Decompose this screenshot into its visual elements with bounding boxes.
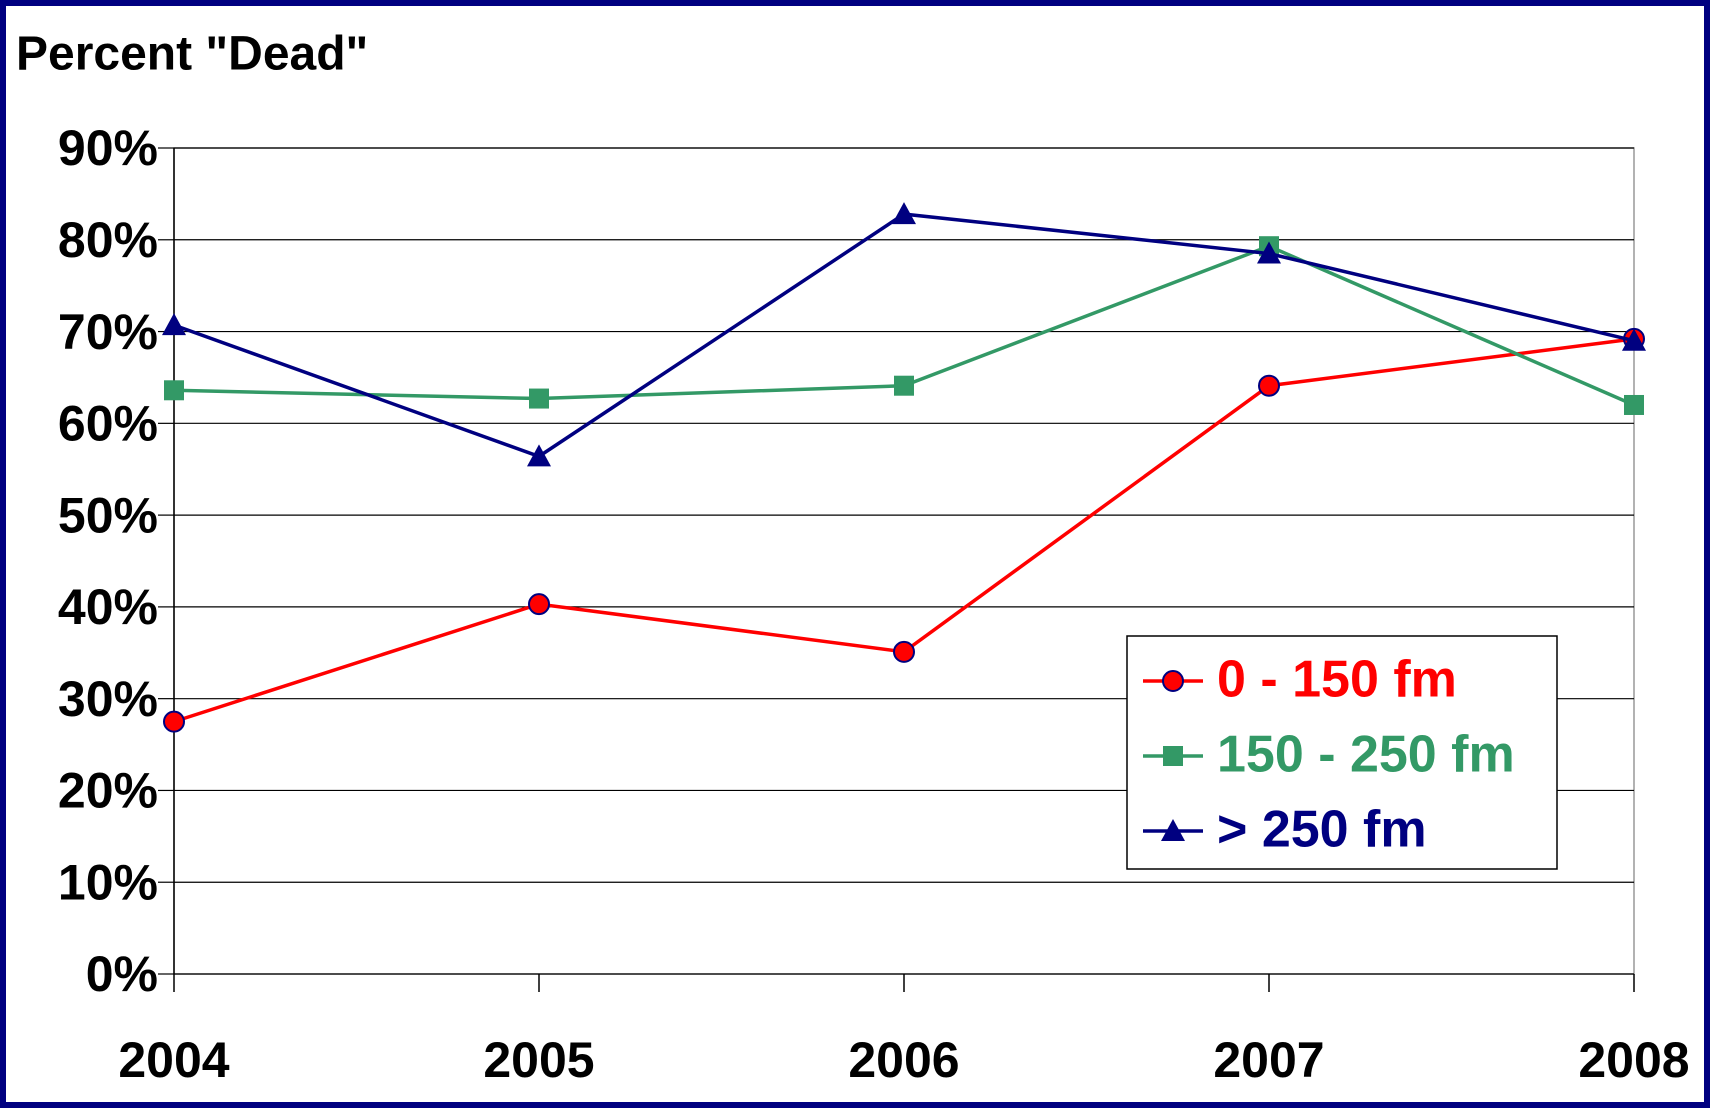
data-point — [892, 202, 916, 225]
data-point — [529, 388, 549, 409]
y-tick-label: 70% — [58, 304, 158, 360]
x-tick-label: 2005 — [483, 1032, 594, 1088]
data-point — [527, 444, 551, 467]
data-point — [1624, 394, 1644, 415]
x-tick-label: 2004 — [118, 1032, 229, 1088]
data-point — [528, 593, 550, 616]
data-point — [1622, 328, 1646, 351]
data-point — [1258, 374, 1280, 397]
y-tick-label: 80% — [58, 212, 158, 268]
data-point — [164, 380, 184, 401]
y-tick-label: 10% — [58, 854, 158, 910]
x-tick-label: 2007 — [1213, 1032, 1324, 1088]
data-point — [894, 375, 914, 396]
x-tick-label: 2006 — [848, 1032, 959, 1088]
data-point — [163, 710, 185, 733]
y-tick-label: 50% — [58, 487, 158, 543]
y-tick-label: 90% — [58, 120, 158, 176]
legend-label: 0 - 150 fm — [1217, 651, 1457, 709]
y-tick-label: 30% — [58, 671, 158, 727]
y-tick-label: 40% — [58, 579, 158, 635]
x-tick-label: 2008 — [1578, 1032, 1689, 1088]
data-point — [893, 640, 915, 663]
y-tick-label: 60% — [58, 396, 158, 452]
data-point — [162, 313, 186, 336]
legend-marker — [1162, 670, 1184, 692]
chart-title: Percent "Dead" — [16, 28, 368, 81]
legend-marker — [1163, 746, 1183, 766]
legend-label: > 250 fm — [1217, 801, 1427, 859]
legend-marker — [1161, 819, 1185, 841]
legend-label: 150 - 250 fm — [1217, 726, 1515, 784]
y-tick-label: 20% — [58, 763, 158, 819]
y-tick-label: 0% — [86, 946, 158, 1002]
data-point — [1257, 241, 1281, 264]
